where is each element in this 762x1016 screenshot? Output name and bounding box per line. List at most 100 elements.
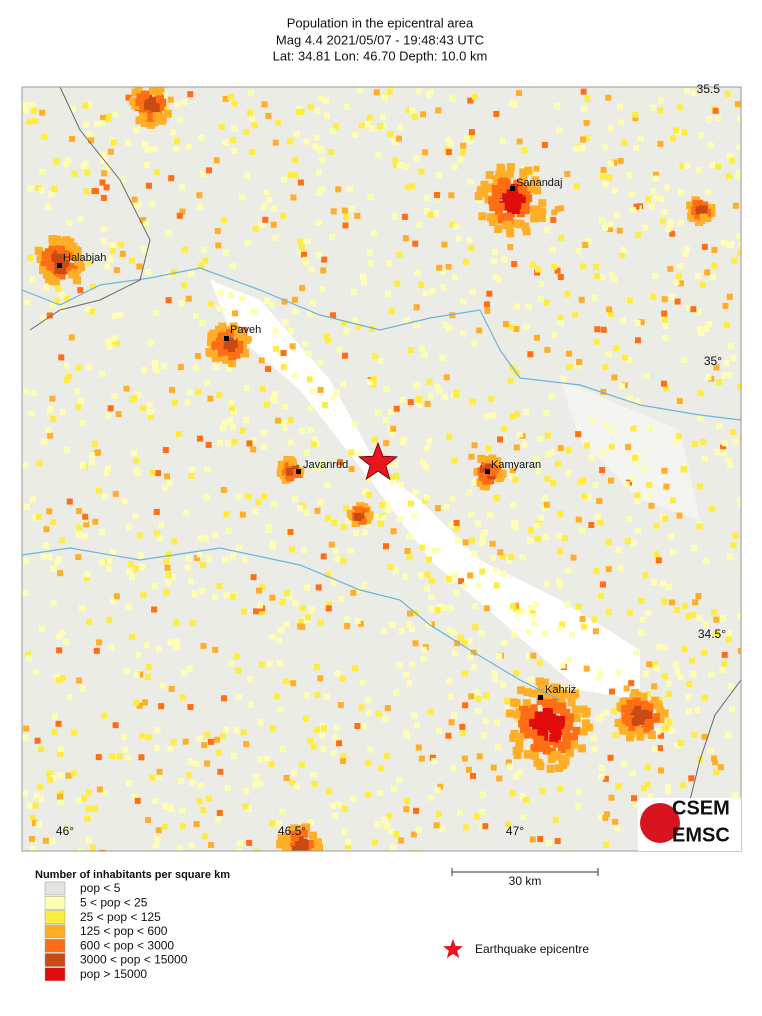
population-cell [253, 608, 260, 615]
population-cell [703, 621, 710, 628]
population-cell [486, 511, 493, 518]
population-cell [451, 650, 458, 657]
population-cell [474, 192, 483, 201]
population-cell [361, 278, 368, 285]
population-cell [646, 492, 653, 499]
population-cell [366, 709, 373, 716]
population-cell [254, 848, 261, 851]
population-cell [176, 845, 183, 851]
population-cell [465, 766, 472, 773]
population-cell [619, 252, 626, 259]
population-cell [511, 261, 518, 268]
population-cell [59, 630, 66, 637]
population-cell [223, 341, 232, 350]
population-cell [446, 433, 453, 440]
population-cell [595, 716, 602, 723]
legend-label: 600 < pop < 3000 [80, 938, 174, 952]
population-cell [364, 521, 371, 528]
population-cell [158, 521, 165, 528]
population-cell [662, 335, 669, 342]
population-cell [721, 651, 728, 658]
population-cell [537, 684, 546, 693]
population-cell [420, 111, 427, 118]
population-cell [313, 134, 320, 141]
population-cell [388, 828, 395, 835]
city-marker [485, 469, 490, 474]
population-cell [89, 452, 96, 459]
population-cell [100, 194, 107, 201]
population-cell [235, 848, 242, 851]
population-cell [275, 637, 282, 644]
population-cell [639, 616, 646, 623]
population-cell [351, 317, 358, 324]
population-cell [606, 174, 613, 181]
population-cell [428, 606, 435, 613]
population-cell [424, 195, 431, 202]
population-cell [22, 107, 29, 114]
population-cell [383, 752, 390, 759]
population-cell [293, 130, 300, 137]
population-cell [367, 378, 374, 385]
population-cell [344, 623, 351, 630]
population-cell [165, 551, 172, 558]
population-cell [296, 238, 303, 245]
population-cell [311, 464, 318, 471]
population-cell [57, 772, 64, 779]
population-cell [328, 148, 335, 155]
population-cell [384, 291, 391, 298]
population-cell [107, 256, 114, 263]
population-cell [307, 737, 314, 744]
population-cell [637, 135, 644, 142]
population-cell [366, 491, 373, 498]
population-cell [318, 465, 325, 472]
population-cell [530, 214, 539, 223]
population-cell [276, 468, 285, 477]
population-cell [513, 602, 520, 609]
population-cell [491, 248, 498, 255]
population-cell [163, 589, 170, 596]
population-cell [482, 717, 489, 724]
population-cell [75, 257, 84, 266]
population-cell [89, 308, 96, 315]
population-cell [622, 354, 629, 361]
population-cell [696, 483, 703, 490]
population-cell [324, 482, 331, 489]
population-cell [358, 122, 365, 129]
population-cell [445, 136, 452, 143]
population-cell [701, 694, 708, 701]
population-cell [362, 488, 369, 495]
population-cell [343, 505, 350, 512]
population-cell [86, 131, 93, 138]
population-cell [423, 207, 430, 214]
population-cell [99, 849, 106, 851]
population-cell [563, 690, 572, 699]
population-cell [473, 813, 480, 820]
population-cell [99, 179, 106, 186]
population-cell [494, 225, 503, 234]
population-cell [211, 341, 220, 350]
population-cell [529, 613, 536, 620]
population-cell [434, 191, 441, 198]
population-cell [341, 207, 348, 214]
population-cell [302, 340, 309, 347]
population-cell [245, 493, 252, 500]
population-cell [282, 678, 289, 685]
population-cell [201, 742, 208, 749]
population-cell [92, 518, 99, 525]
population-cell [494, 719, 501, 726]
population-cell [101, 789, 108, 796]
population-cell [261, 493, 268, 500]
population-cell [673, 279, 680, 286]
population-cell [27, 410, 34, 417]
population-cell [392, 567, 399, 574]
population-cell [279, 746, 286, 753]
population-cell [492, 566, 499, 573]
population-cell [202, 535, 209, 542]
population-cell [509, 603, 516, 610]
population-cell [357, 620, 364, 627]
population-cell [51, 235, 60, 244]
lon-label: 47° [506, 824, 524, 838]
population-cell [435, 811, 442, 818]
population-cell [489, 468, 498, 477]
population-cell [656, 706, 665, 715]
